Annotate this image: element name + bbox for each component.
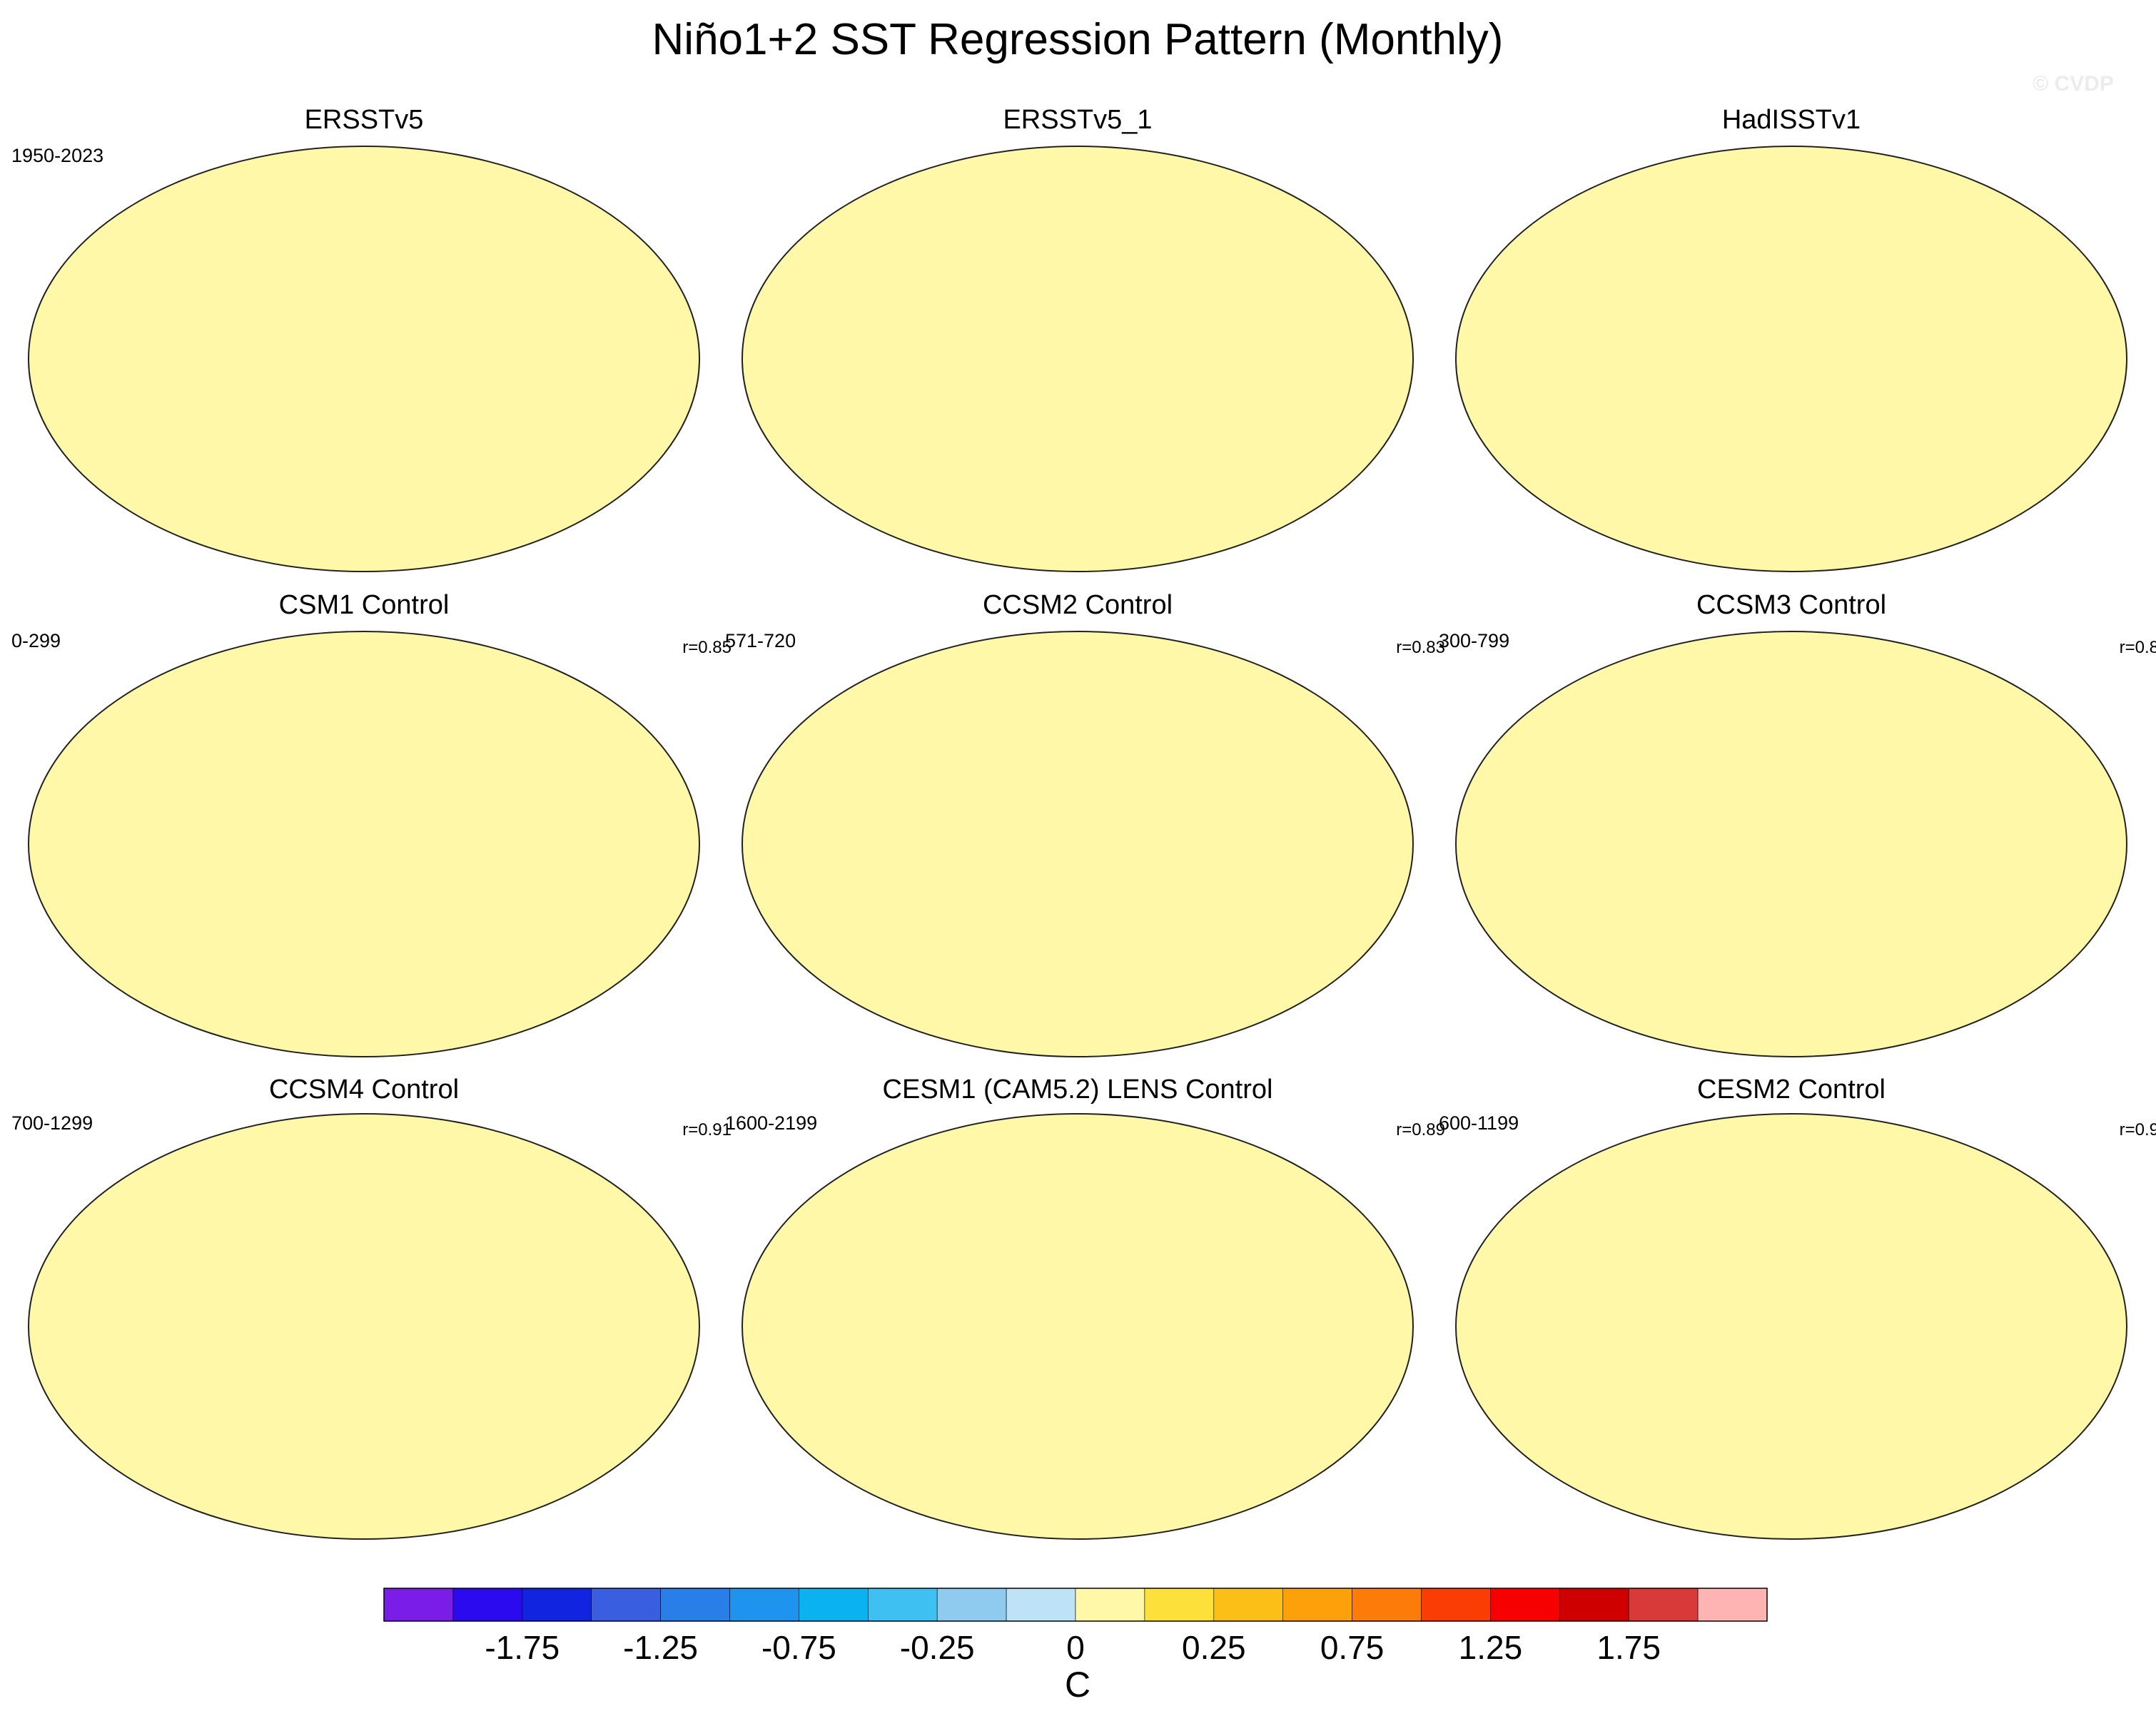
map-border: [742, 1113, 1414, 1540]
map-border: [28, 1113, 700, 1540]
colorbar-tick-label: -0.75: [761, 1629, 836, 1666]
colorbar-frame: [383, 1588, 1768, 1622]
colorbar-tick-label: 0: [1066, 1629, 1085, 1666]
map-border: [28, 631, 700, 1057]
map-border: [1455, 146, 2127, 572]
panel-period: 600-1199: [1439, 1112, 1519, 1134]
map-panel: CSM1 Control 0-299 r=0.85: [11, 590, 732, 1057]
colorbar-box: [522, 1588, 592, 1622]
colorbar: -1.75 -1.25 -0.75 -0.25 0 0.25 0.75 1.25 1.75 C: [383, 1588, 1768, 1705]
panel-title: HadISSTv1: [1722, 105, 1861, 135]
watermark: © CVDP: [2033, 72, 2114, 96]
panel-title: ERSSTv5_1: [1003, 105, 1152, 135]
colorbar-box: [1697, 1588, 1768, 1622]
colorbar-box: [936, 1588, 1007, 1622]
colorbar-box: [452, 1588, 523, 1622]
map-border: [1455, 631, 2127, 1057]
colorbar-tick-label: 0.25: [1182, 1629, 1246, 1666]
map-panel: CESM1 (CAM5.2) LENS Control 1600-2199 r=0.…: [725, 1075, 1445, 1540]
colorbar-box: [1421, 1588, 1491, 1622]
colorbar-box: [799, 1588, 869, 1622]
map-panel: ERSSTv5 1950-2023: [11, 105, 700, 572]
map-border: [28, 146, 700, 572]
ocean-background: [742, 1114, 1413, 1539]
map-border: [742, 631, 1414, 1057]
colorbar-tick-label: 0.75: [1320, 1629, 1385, 1666]
panel-correlation: r=0.8: [2120, 638, 2156, 657]
map-panel: CCSM2 Control 571-720 r=0.83: [725, 590, 1445, 1057]
colorbar-tick-label: -0.25: [900, 1629, 975, 1666]
panel-correlation: r=0.85: [682, 638, 732, 657]
map-panel: ERSSTv5_1: [742, 105, 1414, 572]
colorbar-box: [660, 1588, 730, 1622]
panel-correlation: r=0.89: [1396, 1120, 1445, 1139]
ocean-background: [29, 1114, 699, 1539]
panel-period: 300-799: [1439, 630, 1509, 651]
map-border: [1455, 1113, 2127, 1540]
colorbar-tick-labels: -1.75 -1.25 -0.75 -0.25 0 0.25 0.75 1.25 1.75: [485, 1629, 1661, 1666]
colorbar-box: [383, 1588, 454, 1622]
colorbar-box: [1490, 1588, 1560, 1622]
ocean-background: [1456, 1114, 2127, 1539]
chart-title: Niño1+2 SST Regression Pattern (Monthly): [652, 15, 1504, 64]
colorbar-unit-label: C: [1065, 1665, 1090, 1705]
colorbar-tick-label: 1.25: [1459, 1629, 1523, 1666]
panel-title: CSM1 Control: [279, 590, 450, 620]
colorbar-tick-label: 1.75: [1596, 1629, 1661, 1666]
panel-correlation: r=0.9: [2120, 1120, 2156, 1139]
ocean-background: [29, 146, 699, 572]
colorbar-box: [1006, 1588, 1076, 1622]
panel-title: ERSSTv5: [305, 105, 424, 135]
panel-title: CCSM4 Control: [269, 1075, 459, 1105]
panel-period: 571-720: [725, 630, 796, 651]
colorbar-box: [1559, 1588, 1629, 1622]
colorbar-box: [868, 1588, 938, 1622]
colorbar-box: [1628, 1588, 1699, 1622]
map-border: [742, 146, 1414, 572]
panel-correlation: r=0.83: [1396, 638, 1445, 657]
ocean-background: [1456, 631, 2127, 1057]
panel-period: 0-299: [11, 630, 61, 651]
colorbar-boxes: [383, 1588, 1768, 1622]
map-panels: ERSSTv5 1950-2023 ERSSTv5_1 HadISSTv1 CSM1 C…: [11, 105, 2156, 1540]
colorbar-tick-label: -1.75: [485, 1629, 560, 1666]
colorbar-box: [591, 1588, 661, 1622]
colorbar-box: [1352, 1588, 1422, 1622]
panel-title: CESM2 Control: [1697, 1075, 1886, 1105]
map-panel: CCSM3 Control 300-799 r=0.8: [1439, 590, 2156, 1057]
panel-title: CESM1 (CAM5.2) LENS Control: [883, 1075, 1273, 1105]
ocean-background: [29, 631, 699, 1057]
map-panel: HadISSTv1: [1455, 105, 2127, 572]
panel-period: 1950-2023: [11, 145, 103, 166]
map-panel: CCSM4 Control 700-1299 r=0.91: [11, 1075, 732, 1540]
map-panel: CESM2 Control 600-1199 r=0.9: [1439, 1075, 2156, 1540]
ocean-background: [742, 631, 1413, 1057]
colorbar-box: [1213, 1588, 1284, 1622]
panel-period: 1600-2199: [725, 1112, 817, 1134]
colorbar-box: [1282, 1588, 1352, 1622]
panel-title: CCSM2 Control: [983, 590, 1173, 620]
colorbar-box: [729, 1588, 799, 1622]
ocean-background: [742, 146, 1413, 572]
colorbar-box: [1075, 1588, 1145, 1622]
colorbar-tick-label: -1.25: [623, 1629, 698, 1666]
panel-period: 700-1299: [11, 1112, 93, 1134]
ocean-background: [1456, 146, 2127, 572]
panel-correlation: r=0.91: [682, 1120, 732, 1139]
colorbar-box: [1144, 1588, 1215, 1622]
panel-title: CCSM3 Control: [1696, 590, 1886, 620]
